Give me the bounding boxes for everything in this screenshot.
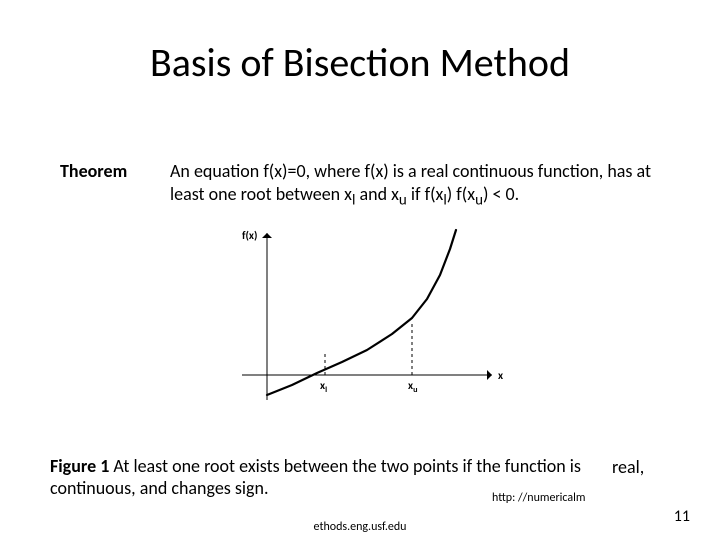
bisection-figure: f(x) x xl xu <box>222 225 507 420</box>
figure-caption-label: Figure 1 <box>50 455 109 477</box>
theorem-body: An equation f(x)=0, where f(x) is a real… <box>170 160 680 210</box>
figure-caption-body: At least one root exists between the two… <box>109 455 581 477</box>
figure-caption-tail: real, <box>612 456 692 478</box>
page-title: Basis of Bisection Method <box>0 38 720 87</box>
svg-text:x: x <box>498 369 503 382</box>
svg-text:xu: xu <box>408 379 418 395</box>
figure-caption-body2: continuous, and changes sign. <box>50 477 269 499</box>
footer-url-part1: http: //numericalm <box>492 491 585 505</box>
footer-url-part2: ethods.eng.usf.edu <box>0 520 720 534</box>
page-number: 11 <box>674 507 690 526</box>
svg-text:f(x): f(x) <box>242 229 257 242</box>
svg-text:xl: xl <box>320 379 327 395</box>
theorem-label: Theorem <box>60 160 127 182</box>
